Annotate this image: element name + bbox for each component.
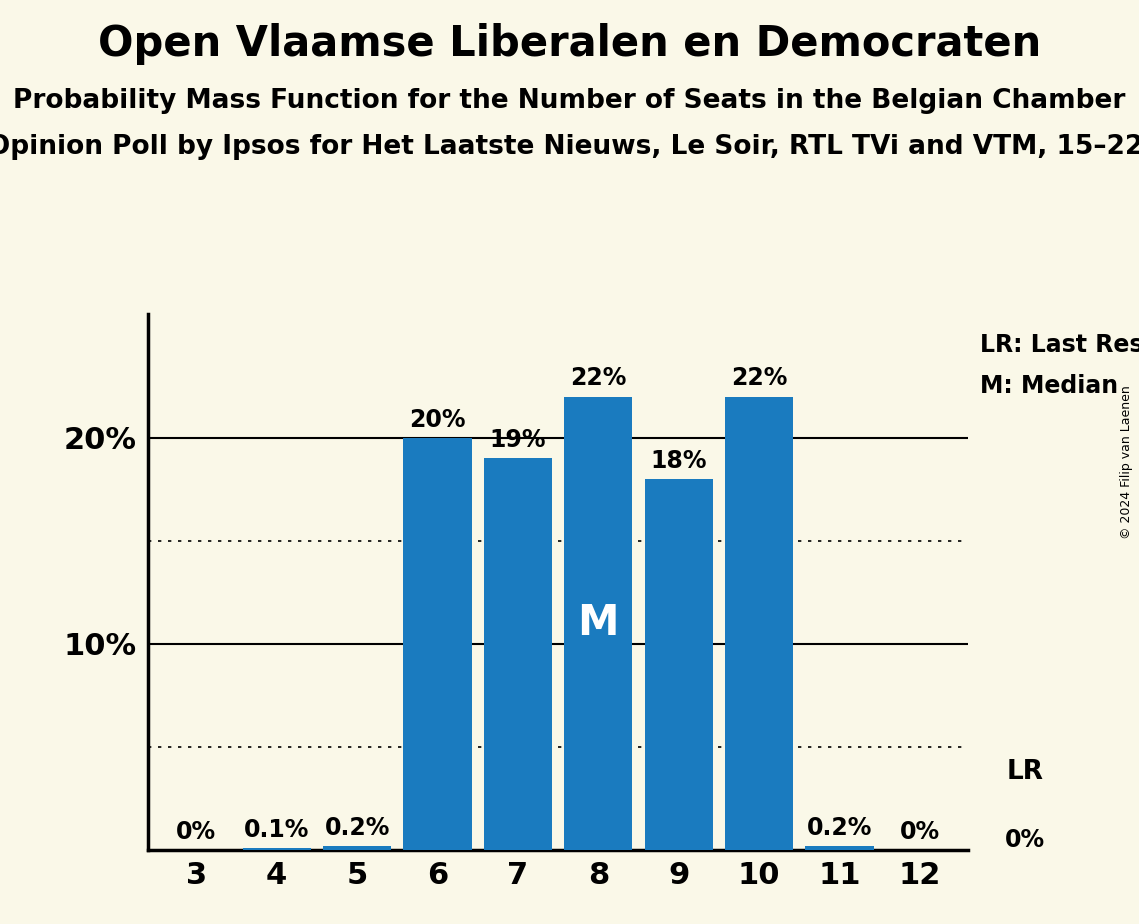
- Bar: [724, 396, 793, 850]
- Bar: [564, 396, 632, 850]
- Text: 19%: 19%: [490, 428, 547, 452]
- Text: 18%: 18%: [650, 449, 707, 473]
- Text: 0%: 0%: [177, 820, 216, 844]
- Text: 0.2%: 0.2%: [806, 816, 872, 840]
- Bar: [484, 458, 552, 850]
- Text: 22%: 22%: [731, 367, 787, 391]
- Text: 0%: 0%: [900, 820, 940, 844]
- Bar: [805, 846, 874, 850]
- Text: on an Opinion Poll by Ipsos for Het Laatste Nieuws, Le Soir, RTL TVi and VTM, 15: on an Opinion Poll by Ipsos for Het Laat…: [0, 134, 1139, 160]
- Text: LR: Last Result: LR: Last Result: [980, 333, 1139, 357]
- Text: 0.2%: 0.2%: [325, 816, 390, 840]
- Text: © 2024 Filip van Laenen: © 2024 Filip van Laenen: [1121, 385, 1133, 539]
- Bar: [403, 438, 472, 850]
- Text: 20%: 20%: [409, 407, 466, 432]
- Text: Probability Mass Function for the Number of Seats in the Belgian Chamber: Probability Mass Function for the Number…: [14, 88, 1125, 114]
- Bar: [243, 848, 311, 850]
- Text: M: M: [577, 602, 620, 644]
- Text: 22%: 22%: [571, 367, 626, 391]
- Text: Open Vlaamse Liberalen en Democraten: Open Vlaamse Liberalen en Democraten: [98, 23, 1041, 65]
- Text: M: Median: M: Median: [980, 374, 1117, 398]
- Text: 0.1%: 0.1%: [244, 818, 310, 842]
- Text: LR: LR: [1007, 759, 1043, 784]
- Text: 0%: 0%: [1005, 828, 1046, 852]
- Bar: [645, 479, 713, 850]
- Bar: [323, 846, 392, 850]
